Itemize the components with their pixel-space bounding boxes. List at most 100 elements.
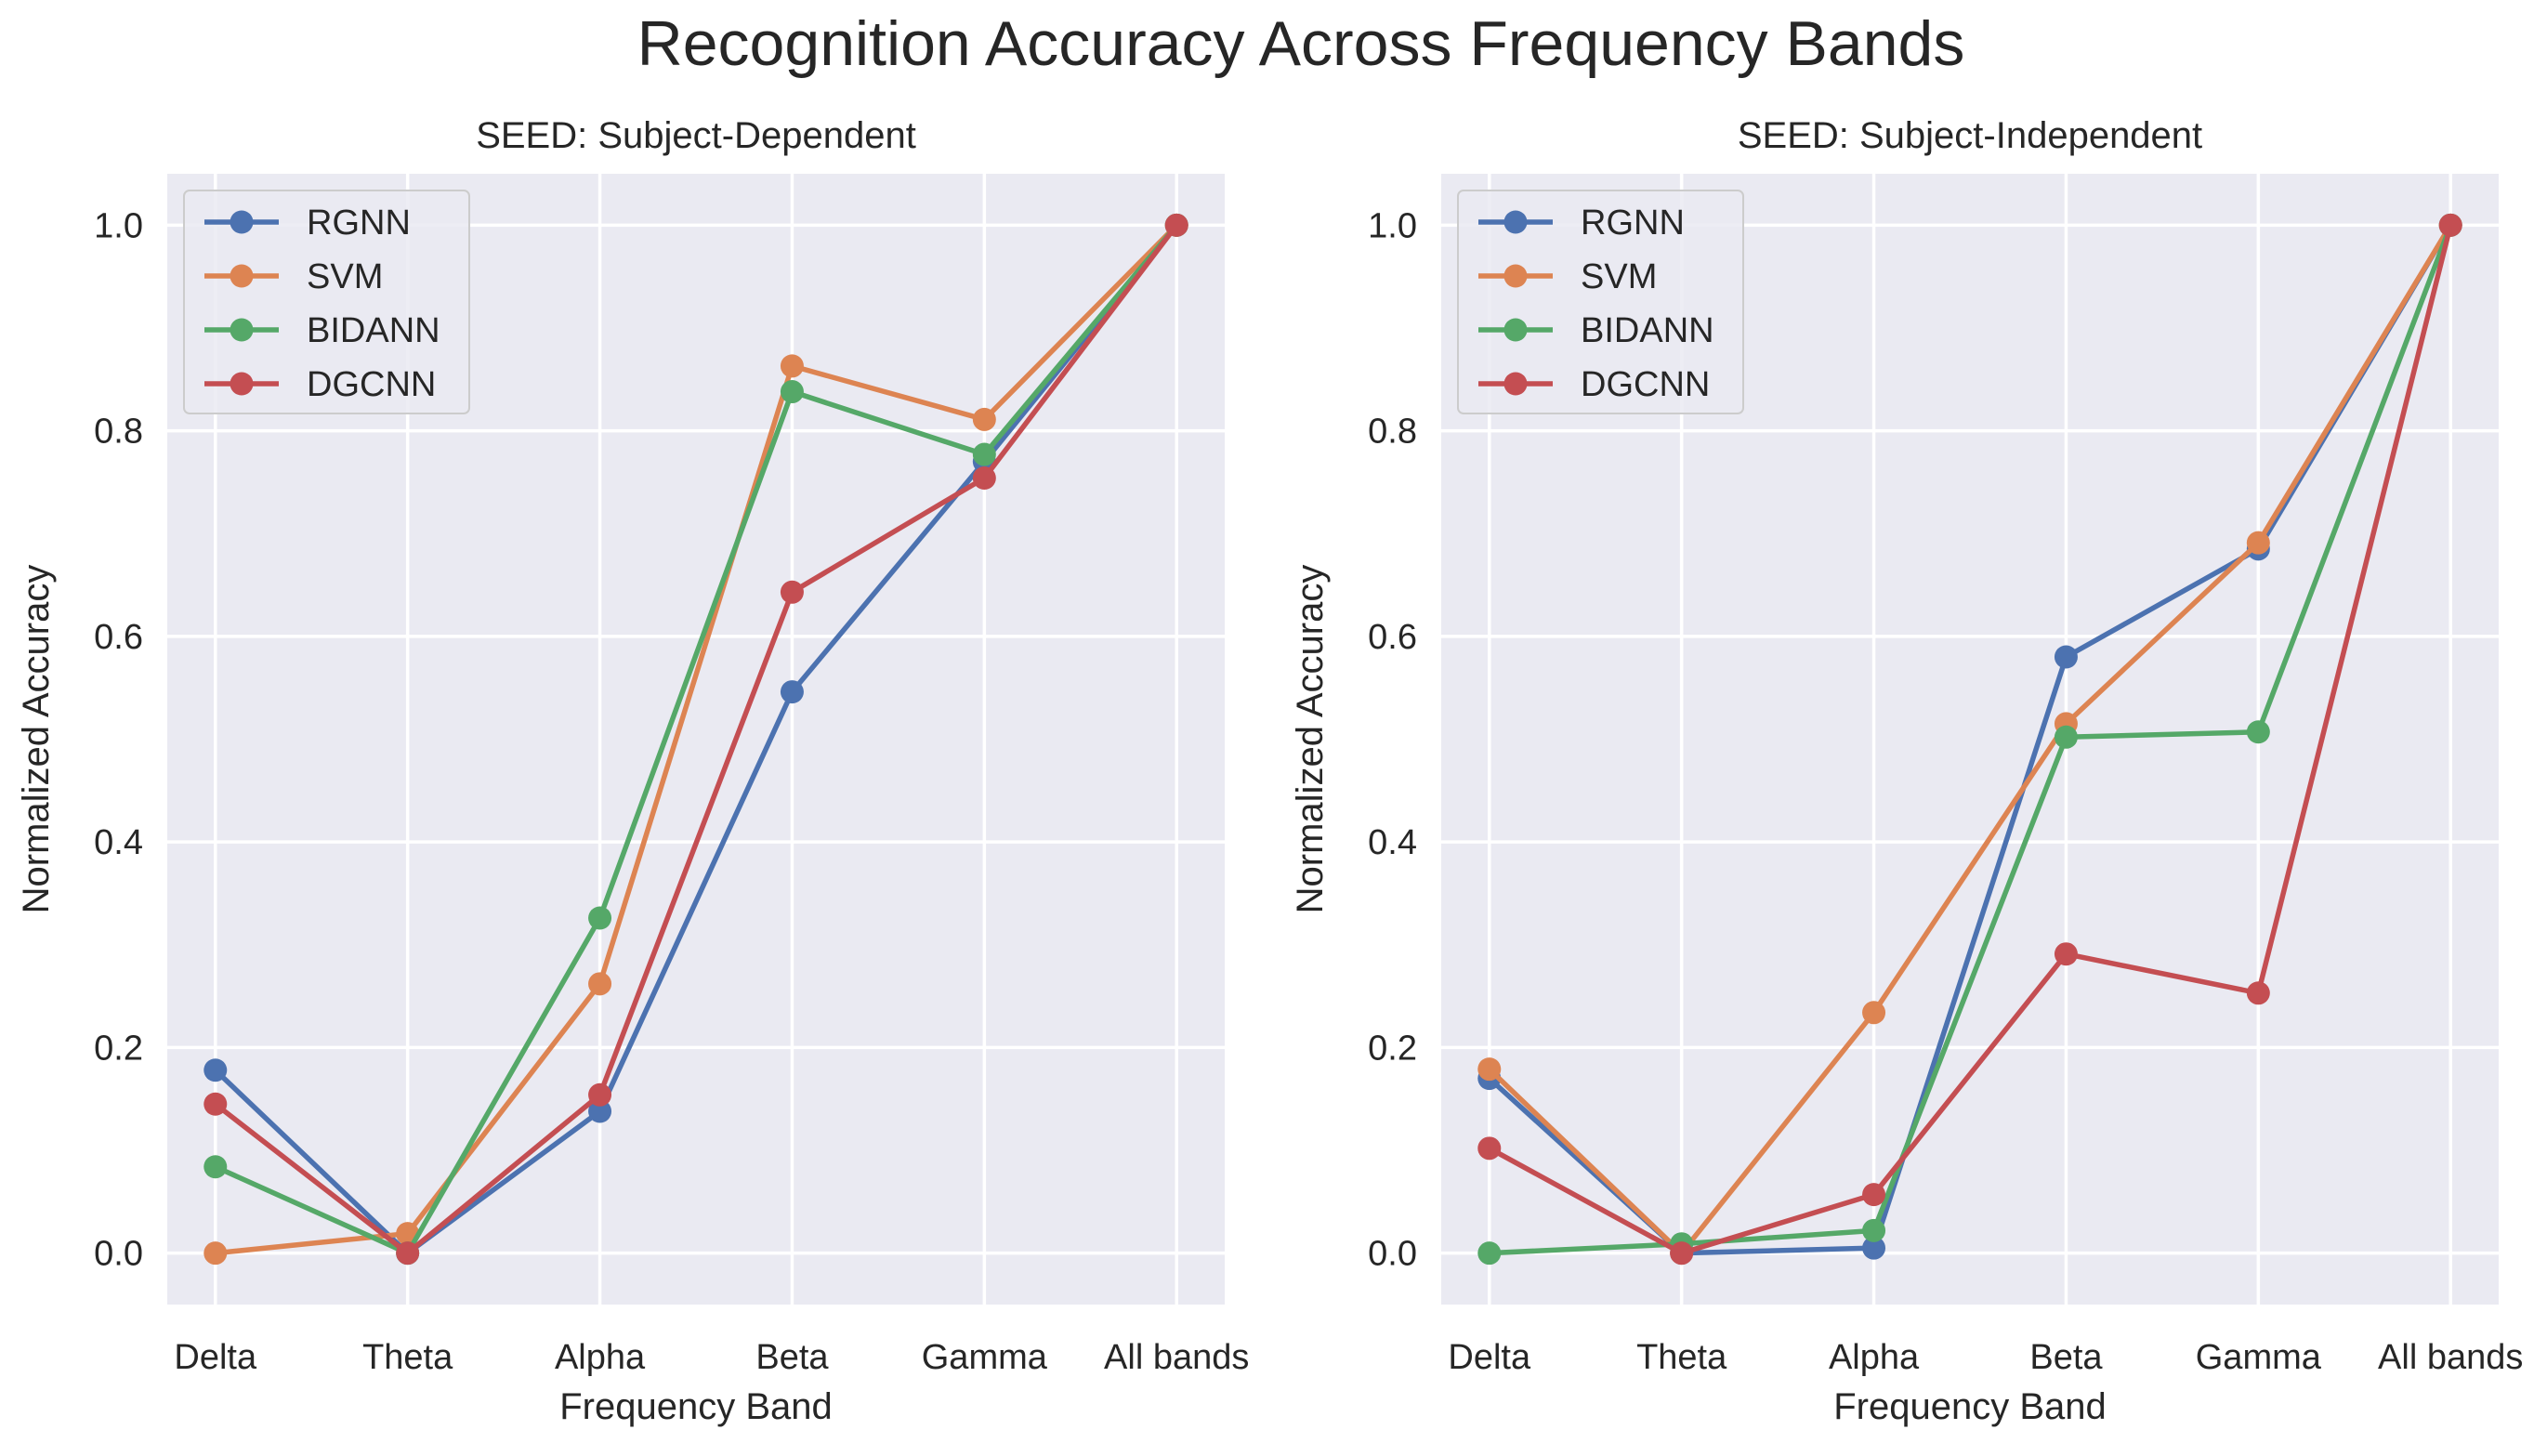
data-point-dgcnn xyxy=(1670,1241,1694,1266)
data-point-bidann xyxy=(2246,720,2270,744)
data-point-rgnn xyxy=(2054,645,2078,669)
data-point-bidann xyxy=(203,1155,228,1179)
data-point-dgcnn xyxy=(2246,981,2270,1005)
series-line-svm xyxy=(1487,222,2453,1256)
legend-label: RGNN xyxy=(1581,203,1685,243)
x-tick-label: Gamma xyxy=(2196,1338,2322,1377)
data-point-rgnn xyxy=(1862,1236,1886,1260)
legend-item-rgnn: RGNN xyxy=(1478,203,1685,243)
legend-item-svm: SVM xyxy=(1478,257,1657,296)
legend-label: RGNN xyxy=(307,203,411,243)
data-point-svm xyxy=(1862,1001,1886,1025)
legend-swatch-marker xyxy=(1503,372,1528,396)
legend-swatch-marker xyxy=(1503,210,1528,234)
legend-item-dgcnn: DGCNN xyxy=(1478,365,1710,404)
x-tick-labels: Delta Theta Alpha Beta Gamma All bands xyxy=(1448,1338,2523,1377)
data-point-bidann xyxy=(2054,725,2078,749)
series-line-bidann xyxy=(213,222,1179,1256)
y-axis-label: Normalized Accuracy xyxy=(16,565,57,914)
data-point-bidann xyxy=(780,380,804,404)
series-svm xyxy=(1477,213,2462,1266)
y-tick-label: 0.4 xyxy=(1368,823,1417,862)
legend-box xyxy=(183,190,470,414)
y-tick-label: 0.4 xyxy=(94,823,143,862)
x-tick-label: Alpha xyxy=(1829,1338,1920,1377)
data-point-svm xyxy=(972,407,996,431)
x-tick-label: Gamma xyxy=(922,1338,1048,1377)
y-tick-label: 0.2 xyxy=(1368,1029,1417,1068)
x-axis-label: Frequency Band xyxy=(1833,1386,2107,1427)
x-axis-label: Frequency Band xyxy=(559,1386,833,1427)
data-point-svm xyxy=(780,354,804,378)
data-point-rgnn xyxy=(588,1099,612,1123)
data-point-dgcnn xyxy=(1164,213,1188,237)
legend: RGNN SVM BIDANN DGCNN xyxy=(183,190,470,414)
legend-item-rgnn: RGNN xyxy=(204,203,411,243)
legend-item-svm: SVM xyxy=(204,257,383,296)
data-point-dgcnn xyxy=(203,1092,228,1116)
series-line-dgcnn xyxy=(213,222,1179,1256)
x-tick-label: Delta xyxy=(174,1338,257,1377)
x-tick-label: Alpha xyxy=(555,1338,646,1377)
y-tick-label: 0.0 xyxy=(1368,1235,1417,1274)
legend-box xyxy=(1457,190,1744,414)
legend-swatch-marker xyxy=(230,264,254,288)
series-line-dgcnn xyxy=(1487,222,2453,1256)
data-point-svm xyxy=(1477,1057,1502,1082)
y-tick-label: 0.0 xyxy=(94,1235,143,1274)
data-point-dgcnn xyxy=(588,1082,612,1107)
legend-swatch-marker xyxy=(1503,318,1528,342)
panel-title: SEED: Subject-Independent xyxy=(1738,115,2202,156)
legend-label: DGCNN xyxy=(307,365,436,404)
x-tick-label: Delta xyxy=(1448,1338,1531,1377)
data-point-bidann xyxy=(1477,1241,1502,1266)
y-axis-label: Normalized Accuracy xyxy=(1290,565,1331,914)
legend-label: DGCNN xyxy=(1581,365,1710,404)
chart-panel-subject-independent: SEED: Subject-Independent Frequency Band… xyxy=(1290,115,2523,1427)
legend-swatch-marker xyxy=(230,372,254,396)
legend-item-bidann: BIDANN xyxy=(1478,311,1714,350)
panel-title: SEED: Subject-Dependent xyxy=(476,115,916,156)
x-tick-label: Theta xyxy=(362,1338,453,1377)
data-point-dgcnn xyxy=(780,580,804,604)
legend-item-dgcnn: DGCNN xyxy=(204,365,436,404)
legend-label: BIDANN xyxy=(1581,311,1714,350)
y-tick-labels: 0.0 0.2 0.4 0.6 0.8 1.0 xyxy=(94,206,143,1273)
data-point-dgcnn xyxy=(2054,942,2078,966)
legend-swatch-marker xyxy=(230,210,254,234)
legend-label: SVM xyxy=(1581,257,1657,296)
data-point-bidann xyxy=(972,442,996,466)
legend: RGNN SVM BIDANN DGCNN xyxy=(1457,190,1744,414)
series-lines xyxy=(1477,213,2462,1266)
data-point-rgnn xyxy=(203,1058,228,1082)
y-tick-label: 1.0 xyxy=(1368,206,1417,245)
y-tick-label: 0.8 xyxy=(1368,413,1417,452)
series-line-rgnn xyxy=(213,222,1179,1256)
x-tick-label: All bands xyxy=(2378,1338,2523,1377)
legend-item-bidann: BIDANN xyxy=(204,311,440,350)
data-point-dgcnn xyxy=(972,466,996,490)
legend-label: BIDANN xyxy=(307,311,440,350)
y-tick-label: 0.6 xyxy=(1368,618,1417,657)
y-tick-label: 1.0 xyxy=(94,206,143,245)
figure-title: Recognition Accuracy Across Frequency Ba… xyxy=(637,8,1965,79)
y-tick-label: 0.8 xyxy=(94,413,143,452)
x-tick-labels: Delta Theta Alpha Beta Gamma All bands xyxy=(174,1338,1249,1377)
chart-panel-subject-dependent: SEED: Subject-Dependent Frequency Band N… xyxy=(16,115,1249,1427)
data-point-bidann xyxy=(1862,1218,1886,1242)
data-point-dgcnn xyxy=(396,1241,420,1266)
x-tick-label: Beta xyxy=(2029,1338,2103,1377)
x-tick-label: Beta xyxy=(755,1338,829,1377)
data-point-dgcnn xyxy=(1477,1136,1502,1161)
legend-swatch-marker xyxy=(1503,264,1528,288)
x-tick-label: Theta xyxy=(1636,1338,1727,1377)
series-line-bidann xyxy=(1487,222,2453,1256)
series-dgcnn xyxy=(203,213,1188,1266)
legend-swatch-marker xyxy=(230,318,254,342)
data-point-dgcnn xyxy=(1862,1183,1886,1207)
data-point-svm xyxy=(203,1241,228,1266)
series-dgcnn xyxy=(1477,213,2462,1266)
series-lines xyxy=(203,213,1188,1266)
data-point-bidann xyxy=(588,906,612,930)
